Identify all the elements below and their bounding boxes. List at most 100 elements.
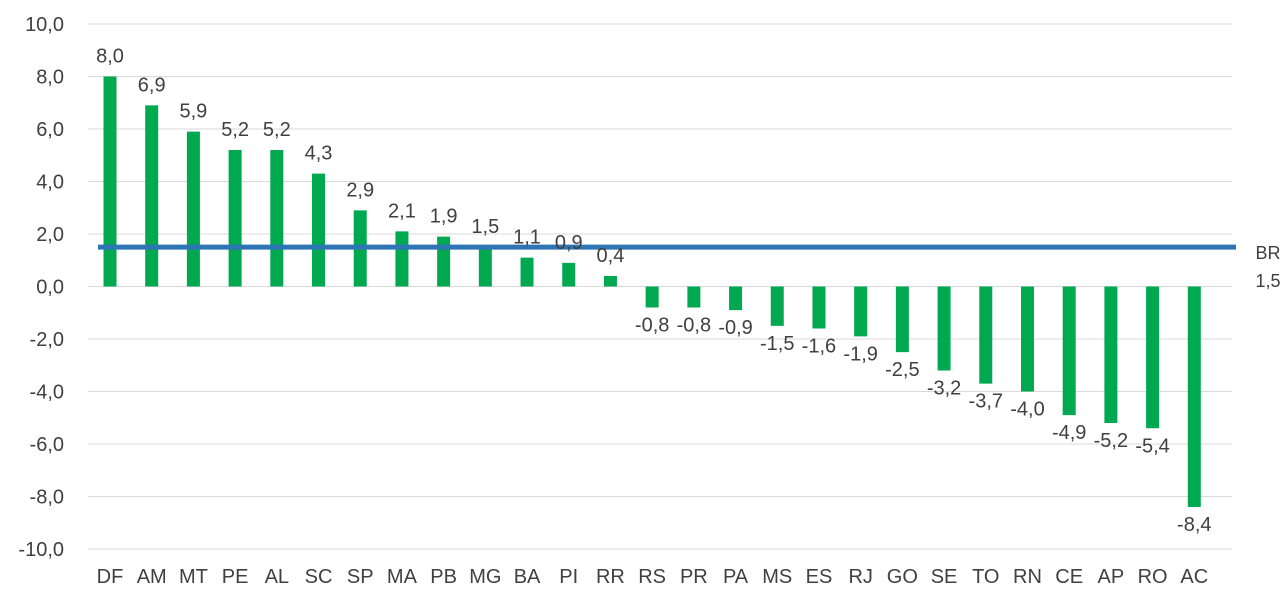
data-label: -5,2 (1094, 430, 1128, 452)
bar-ce (1062, 286, 1076, 416)
x-tick-label: MG (469, 566, 501, 588)
data-label: 1,1 (513, 227, 541, 249)
y-tick-label: 0,0 (36, 277, 64, 299)
bar-ro (1146, 286, 1160, 429)
y-tick-label: -8,0 (30, 487, 64, 509)
bar-pr (687, 286, 701, 308)
data-label: 0,9 (555, 232, 583, 254)
data-label: -4,0 (1010, 399, 1044, 421)
data-labels: 8,0 6,9 5,9 5,2 5,2 4,3 2,9 2,1 1,9 1,5 1,1 0,9 0,4 -… (96, 46, 1211, 537)
bar-se (937, 286, 951, 371)
y-tick-label: -4,0 (30, 382, 64, 404)
bar-es (812, 286, 826, 329)
x-tick-label: RN (1013, 566, 1042, 588)
data-label: 5,2 (263, 119, 291, 141)
bar-go (895, 286, 909, 353)
bar-rr (603, 276, 617, 287)
x-tick-label: PE (222, 566, 249, 588)
data-label: -4,9 (1052, 422, 1086, 444)
bar-pe (228, 150, 242, 287)
x-tick-label: PR (680, 566, 708, 588)
data-label: -0,9 (718, 317, 752, 339)
x-tick-label: SE (931, 566, 958, 588)
x-tick-label: ES (806, 566, 833, 588)
bar-ap (1104, 286, 1118, 423)
x-tick-label: RO (1138, 566, 1168, 588)
x-tick-label: RS (638, 566, 666, 588)
x-tick-label: TO (972, 566, 999, 588)
x-tick-label: AP (1098, 566, 1125, 588)
bar-rs (645, 286, 659, 308)
data-label: -1,6 (802, 336, 836, 358)
bar-rj (854, 286, 868, 337)
y-tick-label: -6,0 (30, 434, 64, 456)
bar-pa (729, 286, 743, 311)
data-label: -1,5 (760, 333, 794, 355)
x-tick-label: PI (559, 566, 578, 588)
x-tick-label: GO (887, 566, 918, 588)
y-axis-ticks: 10,0 8,0 6,0 4,0 2,0 0,0 -2,0 -4,0 -6,0 -8,0 -10,0 (18, 14, 64, 561)
bar-pb (437, 236, 451, 287)
x-axis-ticks: DF AM MT PE AL SC SP MA PB MG BA PI RR RS PR PA MS ES RJ GO… (97, 566, 1209, 588)
bar-sc (312, 173, 326, 287)
reference-line-name: BR (1255, 243, 1280, 263)
x-tick-label: PA (723, 566, 749, 588)
x-tick-label: AM (137, 566, 167, 588)
data-label: 0,4 (597, 245, 625, 267)
data-label: 1,9 (430, 206, 458, 228)
y-tick-label: 4,0 (36, 172, 64, 194)
bar-ba (520, 257, 534, 287)
x-tick-label: AC (1180, 566, 1208, 588)
data-label: 8,0 (96, 46, 124, 68)
data-label: -1,9 (843, 343, 877, 365)
x-tick-label: DF (97, 566, 124, 588)
y-tick-label: 8,0 (36, 67, 64, 89)
data-label: -8,4 (1177, 514, 1211, 536)
x-tick-label: RR (596, 566, 625, 588)
x-tick-label: BA (514, 566, 541, 588)
y-tick-label: 2,0 (36, 224, 64, 246)
bar-to (979, 286, 993, 384)
bar-ma (395, 231, 409, 287)
data-label: -0,8 (677, 315, 711, 337)
data-label: 2,1 (388, 200, 416, 222)
data-label: -2,5 (885, 359, 919, 381)
x-tick-label: SP (347, 566, 374, 588)
bar-al (270, 150, 284, 287)
bars (103, 76, 1201, 507)
x-tick-label: MT (179, 566, 208, 588)
reference-line-group: BR 1,5 (98, 243, 1281, 291)
data-label: -0,8 (635, 315, 669, 337)
bar-pi (562, 262, 576, 287)
reference-line-value: 1,5 (1255, 271, 1280, 291)
data-label: 6,9 (138, 74, 166, 96)
data-label: -3,7 (969, 391, 1003, 413)
data-label: 5,9 (180, 101, 208, 123)
bar-ac (1187, 286, 1201, 507)
y-tick-label: -10,0 (18, 539, 64, 561)
gridlines (88, 23, 1232, 550)
data-label: 1,5 (471, 216, 499, 238)
x-tick-label: MA (387, 566, 418, 588)
bar-mt (186, 131, 200, 287)
data-label: -3,2 (927, 378, 961, 400)
bar-ms (770, 286, 784, 326)
data-label: -5,4 (1135, 435, 1169, 457)
x-tick-label: AL (265, 566, 289, 588)
bar-am (145, 105, 159, 287)
bar-rn (1020, 286, 1034, 392)
x-tick-label: MS (762, 566, 792, 588)
x-tick-label: CE (1055, 566, 1083, 588)
x-tick-label: PB (430, 566, 457, 588)
x-tick-label: SC (305, 566, 333, 588)
bar-df (103, 76, 117, 287)
data-label: 4,3 (305, 143, 333, 165)
y-tick-label: 6,0 (36, 119, 64, 141)
data-label: 5,2 (221, 119, 249, 141)
data-label: 2,9 (346, 179, 374, 201)
y-tick-label: 10,0 (25, 14, 64, 36)
x-tick-label: RJ (848, 566, 872, 588)
y-tick-label: -2,0 (30, 329, 64, 351)
